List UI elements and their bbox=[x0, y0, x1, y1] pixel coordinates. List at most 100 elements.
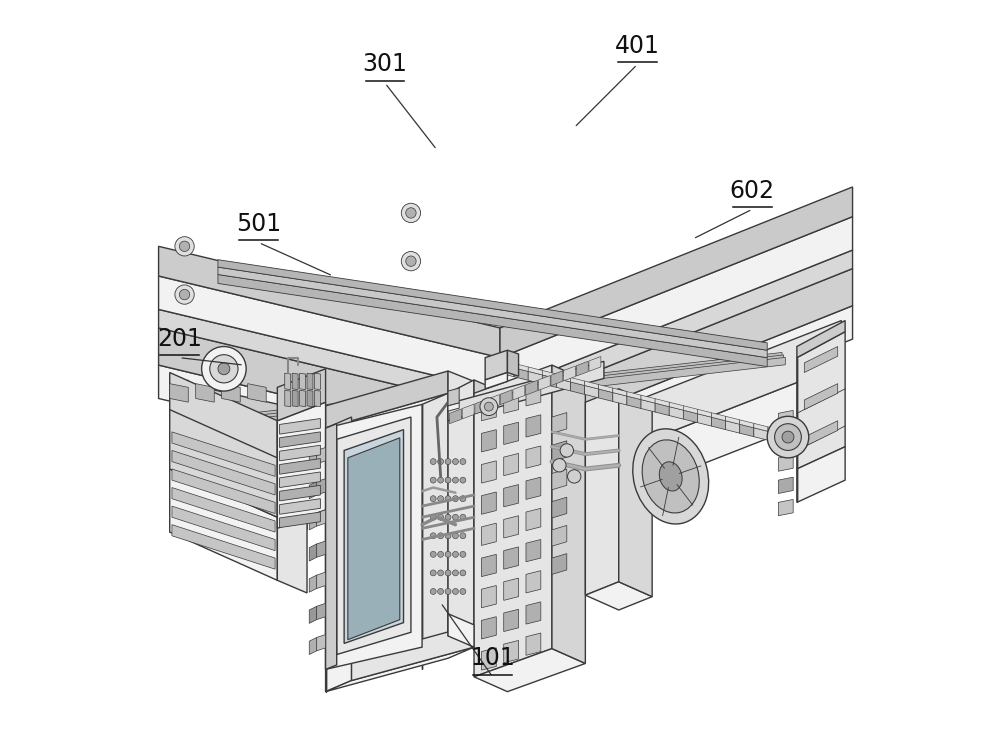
Polygon shape bbox=[504, 391, 519, 413]
Circle shape bbox=[175, 285, 194, 304]
Polygon shape bbox=[552, 554, 567, 574]
Circle shape bbox=[430, 533, 436, 539]
Circle shape bbox=[438, 514, 444, 520]
Polygon shape bbox=[448, 371, 474, 448]
Circle shape bbox=[438, 495, 444, 501]
Ellipse shape bbox=[642, 440, 699, 513]
Circle shape bbox=[210, 355, 238, 383]
Polygon shape bbox=[585, 582, 652, 610]
Circle shape bbox=[445, 589, 451, 595]
Circle shape bbox=[452, 459, 458, 465]
Circle shape bbox=[460, 589, 466, 595]
Polygon shape bbox=[348, 438, 400, 640]
Polygon shape bbox=[326, 659, 352, 691]
Polygon shape bbox=[170, 380, 500, 498]
Polygon shape bbox=[172, 451, 275, 495]
Polygon shape bbox=[159, 247, 500, 358]
Polygon shape bbox=[556, 374, 571, 382]
Polygon shape bbox=[571, 378, 585, 385]
Polygon shape bbox=[448, 388, 459, 406]
Polygon shape bbox=[528, 367, 542, 375]
Polygon shape bbox=[172, 524, 275, 569]
Circle shape bbox=[445, 570, 451, 576]
Polygon shape bbox=[627, 396, 641, 408]
Circle shape bbox=[452, 495, 458, 501]
Polygon shape bbox=[641, 399, 655, 412]
Polygon shape bbox=[481, 586, 496, 608]
Polygon shape bbox=[309, 638, 317, 655]
Polygon shape bbox=[778, 477, 793, 493]
Polygon shape bbox=[448, 614, 474, 647]
Circle shape bbox=[452, 551, 458, 557]
Polygon shape bbox=[778, 455, 793, 472]
Text: 101: 101 bbox=[470, 646, 515, 670]
Polygon shape bbox=[641, 395, 655, 403]
Polygon shape bbox=[768, 431, 782, 444]
Polygon shape bbox=[683, 406, 697, 413]
Polygon shape bbox=[314, 373, 320, 390]
Polygon shape bbox=[196, 384, 214, 402]
Polygon shape bbox=[352, 625, 474, 680]
Polygon shape bbox=[669, 402, 683, 410]
Polygon shape bbox=[485, 350, 507, 380]
Polygon shape bbox=[504, 609, 519, 632]
Polygon shape bbox=[500, 364, 514, 377]
Polygon shape bbox=[697, 413, 712, 426]
Polygon shape bbox=[504, 641, 519, 663]
Polygon shape bbox=[778, 410, 793, 427]
Polygon shape bbox=[613, 393, 627, 405]
Polygon shape bbox=[504, 547, 519, 569]
Polygon shape bbox=[448, 403, 459, 411]
Polygon shape bbox=[422, 393, 448, 647]
Polygon shape bbox=[300, 390, 306, 407]
Circle shape bbox=[460, 533, 466, 539]
Polygon shape bbox=[697, 409, 712, 417]
Circle shape bbox=[452, 589, 458, 595]
Circle shape bbox=[553, 459, 566, 472]
Text: 201: 201 bbox=[157, 327, 202, 351]
Polygon shape bbox=[317, 448, 326, 464]
Polygon shape bbox=[326, 393, 448, 472]
Polygon shape bbox=[504, 422, 519, 445]
Polygon shape bbox=[485, 372, 507, 389]
Circle shape bbox=[438, 589, 444, 595]
Polygon shape bbox=[159, 217, 853, 391]
Polygon shape bbox=[344, 430, 404, 644]
Polygon shape bbox=[326, 371, 448, 428]
Polygon shape bbox=[309, 544, 317, 561]
Polygon shape bbox=[552, 365, 585, 664]
Text: 401: 401 bbox=[615, 34, 660, 58]
Polygon shape bbox=[526, 602, 541, 624]
Polygon shape bbox=[285, 390, 291, 407]
Circle shape bbox=[445, 514, 451, 520]
Polygon shape bbox=[797, 332, 845, 469]
Circle shape bbox=[460, 551, 466, 557]
Circle shape bbox=[438, 477, 444, 483]
Polygon shape bbox=[538, 375, 550, 390]
Circle shape bbox=[430, 459, 436, 465]
Polygon shape bbox=[481, 492, 496, 514]
Polygon shape bbox=[317, 478, 326, 495]
Circle shape bbox=[406, 256, 416, 267]
Polygon shape bbox=[552, 525, 567, 546]
Polygon shape bbox=[481, 648, 496, 670]
Polygon shape bbox=[726, 421, 740, 433]
Polygon shape bbox=[170, 425, 277, 517]
Polygon shape bbox=[526, 380, 537, 395]
Polygon shape bbox=[448, 380, 474, 636]
Ellipse shape bbox=[633, 429, 709, 524]
Circle shape bbox=[782, 431, 794, 443]
Polygon shape bbox=[655, 399, 669, 407]
Circle shape bbox=[460, 495, 466, 501]
Polygon shape bbox=[552, 413, 567, 434]
Polygon shape bbox=[797, 320, 845, 358]
Polygon shape bbox=[203, 352, 782, 426]
Polygon shape bbox=[292, 373, 298, 390]
Polygon shape bbox=[500, 269, 853, 447]
Polygon shape bbox=[526, 384, 541, 406]
Polygon shape bbox=[556, 378, 571, 391]
Polygon shape bbox=[280, 419, 320, 434]
Polygon shape bbox=[599, 389, 613, 402]
Polygon shape bbox=[683, 410, 697, 422]
Polygon shape bbox=[172, 487, 275, 532]
